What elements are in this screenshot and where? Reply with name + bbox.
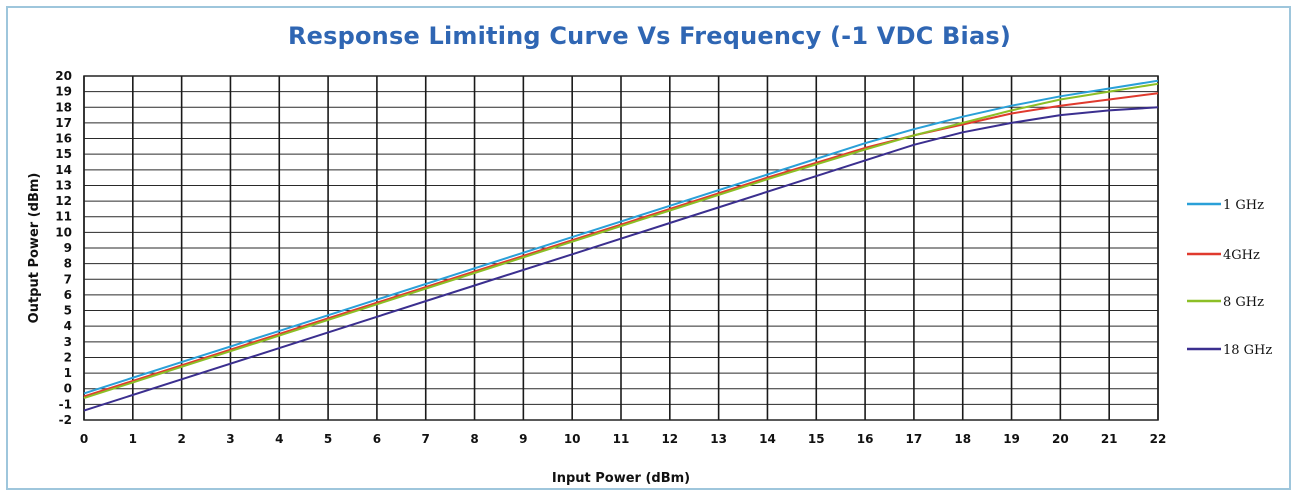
- legend-label: 8 GHz: [1223, 295, 1264, 310]
- chart-title: Response Limiting Curve Vs Frequency (-1…: [287, 22, 1012, 50]
- y-tick-label: 6: [64, 288, 72, 302]
- x-tick-label: 18: [954, 432, 971, 446]
- series-line-3: [83, 82, 1159, 400]
- x-tick-label: 1: [129, 432, 137, 446]
- x-tick-label: 22: [1150, 432, 1167, 446]
- series-line-1: [83, 79, 1159, 395]
- x-tick-label: 10: [564, 432, 581, 446]
- x-tick-label: 19: [1003, 432, 1020, 446]
- y-tick-label: 20: [55, 69, 72, 83]
- x-tick-label: 16: [857, 432, 874, 446]
- x-tick-label: 3: [226, 432, 234, 446]
- x-tick-label: 11: [613, 432, 630, 446]
- series-lines: [83, 79, 1159, 412]
- legend: 1 GHz 4GHz 8 GHz 18 GHz: [1187, 198, 1272, 358]
- y-tick-label: 17: [55, 116, 72, 130]
- x-tick-label: 7: [422, 432, 430, 446]
- y-tick-label: -1: [59, 397, 72, 411]
- legend-label: 1 GHz: [1223, 198, 1264, 213]
- x-tick-label: 12: [661, 432, 678, 446]
- y-tick-label: 7: [64, 272, 72, 286]
- y-tick-label: 0: [64, 382, 72, 396]
- x-tick-label: 4: [275, 432, 283, 446]
- legend-label: 18 GHz: [1223, 343, 1272, 358]
- legend-label: 4GHz: [1223, 248, 1260, 263]
- x-tick-label: 5: [324, 432, 332, 446]
- y-tick-label: 5: [64, 304, 72, 318]
- x-tick-label: 6: [373, 432, 381, 446]
- x-tick-label: 2: [177, 432, 185, 446]
- legend-item: 1 GHz: [1187, 198, 1264, 213]
- y-tick-label: 16: [55, 132, 72, 146]
- y-tick-label: 9: [64, 241, 72, 255]
- y-tick-label: 3: [64, 335, 72, 349]
- x-axis-label: Input Power (dBm): [552, 471, 690, 486]
- legend-item: 18 GHz: [1187, 343, 1272, 358]
- x-tick-label: 21: [1101, 432, 1118, 446]
- y-axis-label: Output Power (dBm): [27, 173, 42, 324]
- y-tick-label: 8: [64, 257, 72, 271]
- y-tick-label: 18: [55, 100, 72, 114]
- y-tick-label: 1: [64, 366, 72, 380]
- series-line-4: [83, 106, 1159, 412]
- y-tick-label: 14: [55, 163, 72, 177]
- x-tick-label: 0: [80, 432, 88, 446]
- y-tick-label: 19: [55, 85, 72, 99]
- y-tick-label: 11: [55, 210, 72, 224]
- y-tick-label: 15: [55, 147, 72, 161]
- x-tick-label: 13: [710, 432, 727, 446]
- y-tick-label: -2: [59, 413, 72, 427]
- plot-area: [83, 75, 1159, 421]
- x-tick-label: 17: [906, 432, 923, 446]
- y-tick-label: 4: [64, 319, 72, 333]
- legend-item: 4GHz: [1187, 248, 1260, 263]
- x-tick-label: 15: [808, 432, 825, 446]
- x-tick-label: 20: [1052, 432, 1069, 446]
- y-tick-label: 13: [55, 178, 72, 192]
- x-tick-label: 14: [759, 432, 776, 446]
- series-line-2: [83, 92, 1159, 398]
- y-tick-label: 12: [55, 194, 72, 208]
- grid-lines: [83, 75, 1159, 421]
- legend-item: 8 GHz: [1187, 295, 1264, 310]
- y-tick-label: 2: [64, 350, 72, 364]
- x-tick-label: 9: [519, 432, 527, 446]
- x-tick-label: 8: [470, 432, 478, 446]
- y-tick-label: 10: [55, 225, 72, 239]
- x-tick-labels: 0 1 2 3 4 5 6 7 8 9 10 11 12 13 14 15 16 17 18 19 20 21 22: [80, 432, 1167, 446]
